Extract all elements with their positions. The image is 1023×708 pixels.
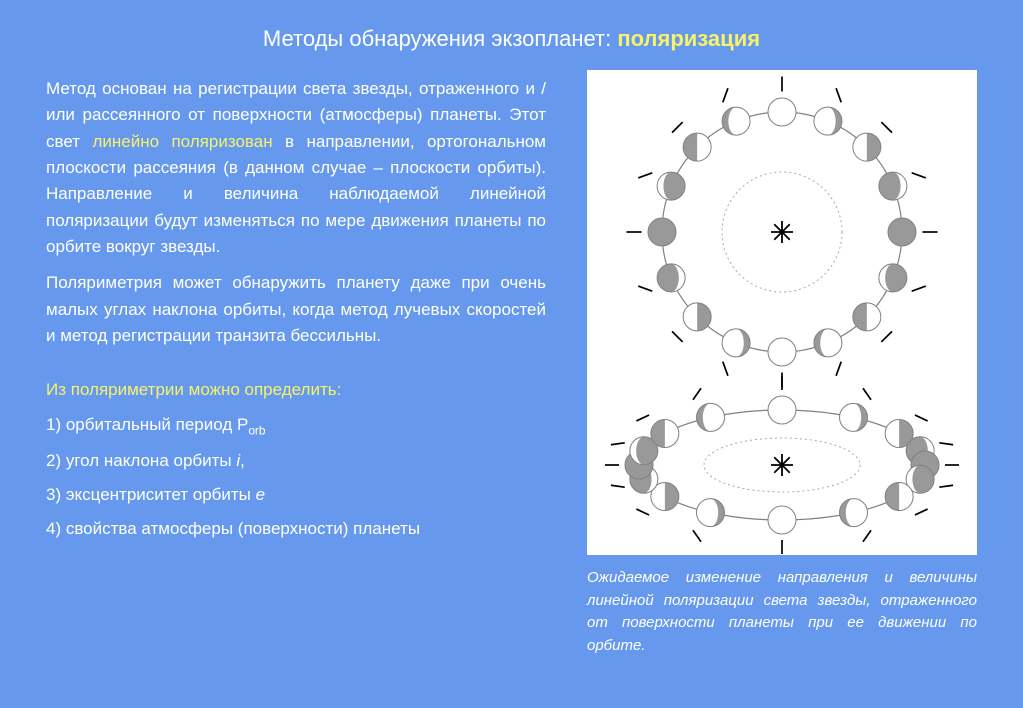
paragraph-2: Поляриметрия может обнаружить планету да… <box>46 270 546 349</box>
paragraph-1: Метод основан на регистрации света звезд… <box>46 76 546 260</box>
li2-b: , <box>240 451 245 470</box>
figure-box <box>587 70 977 555</box>
li1-sub: orb <box>248 423 265 437</box>
title-prefix: Методы обнаружения экзопланет: <box>263 26 617 51</box>
li2-text: 2) угол наклона орбиты <box>46 451 236 470</box>
page-title: Методы обнаружения экзопланет: поляризац… <box>0 26 1023 52</box>
li1-text: 1) орбитальный период P <box>46 415 248 434</box>
text-column: Метод основан на регистрации света звезд… <box>46 76 546 551</box>
list-item-1: 1) орбитальный период Porb <box>46 412 546 440</box>
list-heading: Из поляриметрии можно определить: <box>46 377 546 403</box>
p1-highlight: линейно поляризован <box>92 132 272 151</box>
li3-var: e <box>256 485 265 504</box>
title-highlight: поляризация <box>617 26 760 51</box>
list-item-3: 3) эксцентриситет орбиты e <box>46 482 546 508</box>
list-item-4: 4) свойства атмосферы (поверхности) план… <box>46 516 546 542</box>
li3-text: 3) эксцентриситет орбиты <box>46 485 256 504</box>
figure-caption: Ожидаемое изменение направления и величи… <box>587 567 977 657</box>
polarization-diagram <box>587 70 977 555</box>
list-item-2: 2) угол наклона орбиты i, <box>46 448 546 474</box>
figure-column: Ожидаемое изменение направления и величи… <box>587 70 977 657</box>
